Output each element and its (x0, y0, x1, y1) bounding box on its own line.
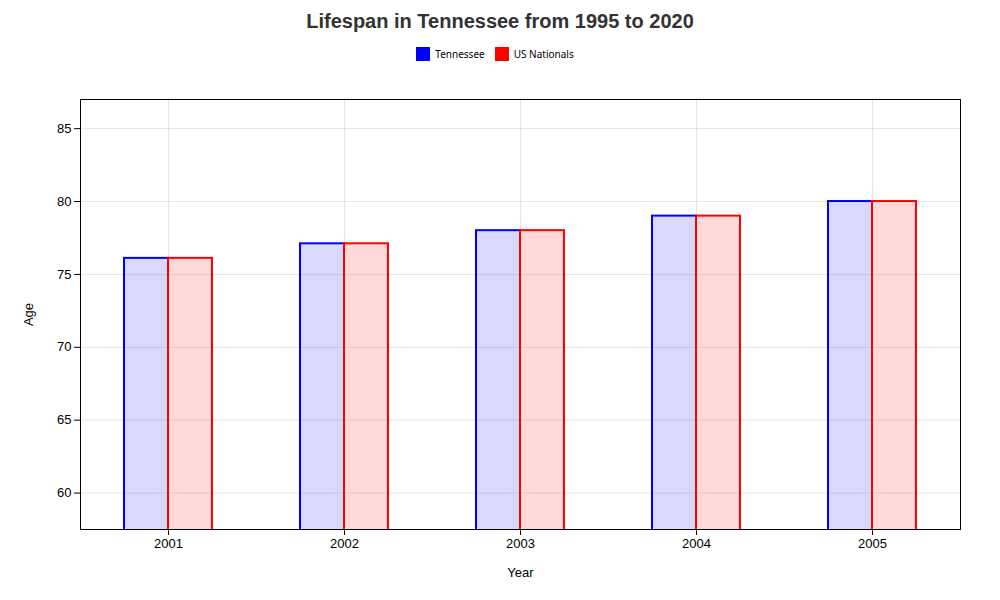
svg-text:75: 75 (57, 267, 71, 282)
svg-text:Year: Year (507, 565, 534, 580)
svg-text:2001: 2001 (154, 536, 183, 551)
svg-text:Age: Age (21, 303, 36, 326)
html-text:Tennessee: Tennessee (435, 46, 485, 61)
svg-text:2005: 2005 (858, 536, 887, 551)
svg-text:60: 60 (57, 485, 71, 500)
html-text:Lifespan in Tennessee from 199: Lifespan in Tennessee from 1995 to 2020 (306, 10, 694, 32)
svg-text:85: 85 (57, 121, 71, 136)
svg-text:80: 80 (57, 194, 71, 209)
svg-text:65: 65 (57, 412, 71, 427)
svg-text:2004: 2004 (682, 536, 711, 551)
svg-text:2003: 2003 (506, 536, 535, 551)
html-text:US Nationals: US Nationals (513, 46, 574, 61)
svg-text:70: 70 (57, 339, 71, 354)
svg-text:2002: 2002 (330, 536, 359, 551)
